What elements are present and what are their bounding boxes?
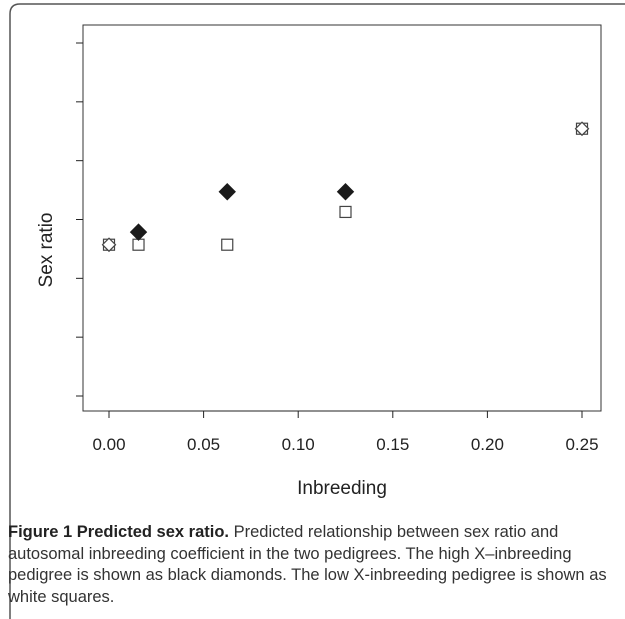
x-axis-label: Inbreeding — [297, 478, 387, 499]
black-diamond-marker — [336, 183, 355, 201]
black-diamond-marker — [129, 223, 148, 241]
black-diamond-marker — [218, 183, 236, 201]
white-square-marker — [132, 238, 145, 251]
plot-marks — [101, 121, 590, 253]
x-tick-label: 0.10 — [282, 435, 315, 454]
overlap-diamond-marker — [101, 237, 117, 253]
caption-title: Predicted sex ratio. — [76, 523, 230, 541]
y-axis — [76, 42, 83, 397]
figure-border — [9, 3, 625, 619]
white-square-marker — [339, 205, 352, 219]
x-tick-label: 0.25 — [565, 435, 598, 454]
x-tick-label: 0.05 — [187, 435, 220, 454]
overlap-diamond-marker — [574, 121, 590, 137]
x-axis: 0.00 0.05 0.10 0.15 0.20 0.25 — [92, 410, 599, 454]
figure-caption: Figure 1 Predicted sex ratio. Predicted … — [8, 522, 618, 608]
x-tick-label: 0.20 — [471, 435, 504, 454]
x-tick-label: 0.15 — [376, 435, 409, 454]
white-square-marker — [221, 238, 234, 251]
y-axis-label: Sex ratio — [36, 213, 57, 288]
x-tick-label: 0.00 — [92, 435, 125, 454]
caption-label: Figure 1 — [8, 523, 73, 541]
caption-text: Predicted relationship between sex ratio… — [8, 523, 607, 606]
